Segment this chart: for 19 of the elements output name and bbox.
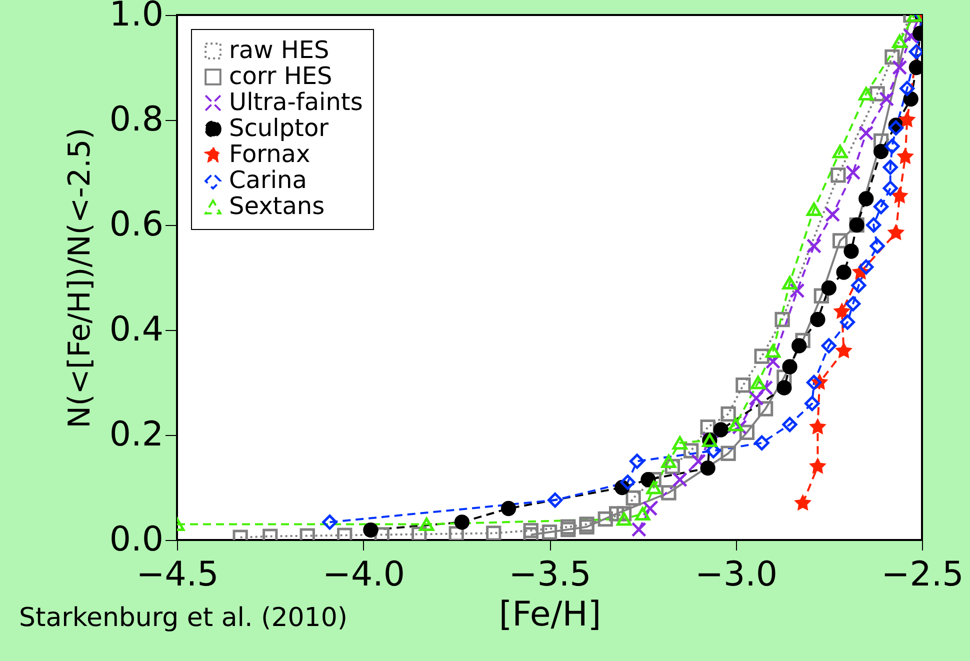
- y-tick-label: 0.6: [109, 204, 164, 244]
- legend-label: Carina: [229, 166, 307, 194]
- legend-label: Sextans: [229, 192, 325, 220]
- y-tick-label: 1.0: [109, 0, 164, 34]
- legend-label: corr HES: [229, 62, 332, 90]
- x-tick-label: −4.0: [322, 554, 406, 594]
- legend-label: raw HES: [229, 36, 330, 64]
- y-tick-label: 0.2: [109, 414, 164, 454]
- y-tick-label: 0.8: [109, 100, 164, 140]
- y-axis-title: N(<[Fe/H])/N(<-2.5): [62, 128, 98, 428]
- y-tick-label: 0.4: [109, 310, 164, 350]
- text: Starkenburg et al. (2010): [19, 603, 348, 633]
- x-tick-label: −3.5: [508, 554, 592, 594]
- x-tick-label: −2.5: [881, 554, 964, 594]
- legend-label: Fornax: [229, 140, 310, 168]
- x-axis-title: [Fe/H]: [498, 594, 602, 634]
- legend-label: Ultra-faints: [229, 88, 363, 116]
- legend-label: Sculptor: [229, 114, 329, 142]
- x-tick-label: −3.0: [694, 554, 778, 594]
